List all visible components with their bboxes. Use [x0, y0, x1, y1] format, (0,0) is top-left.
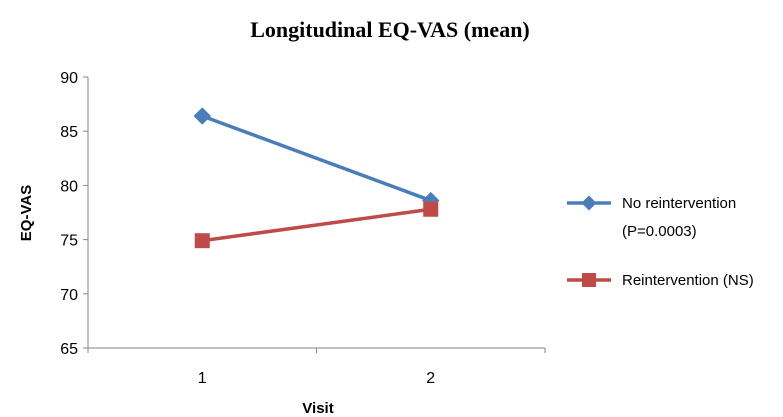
y-tick-label-65: 65: [60, 341, 78, 358]
series-reintervention-ns: [194, 201, 439, 249]
chart-title: Longitudinal EQ-VAS (mean): [250, 17, 530, 42]
legend-label-no-reintervention-pvalue: (P=0.0003): [622, 223, 697, 240]
legend-marker-reintervention: [582, 273, 596, 287]
y-tick-label-75: 75: [60, 233, 78, 250]
series-no-reintervention: [193, 107, 440, 210]
y-axis-label: EQ-VAS: [18, 185, 35, 241]
legend-entry-reintervention: Reintervention (NS): [567, 272, 754, 289]
legend-label-reintervention: Reintervention (NS): [622, 272, 754, 289]
y-tick-label-85: 85: [60, 124, 78, 141]
legend-label-no-reintervention: No reintervention: [622, 195, 736, 212]
series-line-no-reintervention: [201, 114, 432, 203]
legend-entry-no-reintervention: No reintervention (P=0.0003): [567, 195, 736, 240]
y-axis-ticks: 65 70 75 80 85 90: [60, 70, 88, 358]
legend: No reintervention (P=0.0003) Reintervent…: [567, 195, 754, 289]
data-point-no-reintervention-visit-1: [193, 107, 211, 125]
y-tick-label-80: 80: [60, 178, 78, 195]
axes: [87, 77, 545, 349]
y-tick-label-90: 90: [60, 70, 78, 87]
x-axis-label: Visit: [302, 400, 333, 417]
legend-marker-no-reintervention: [581, 195, 597, 211]
y-tick-label-70: 70: [60, 287, 78, 304]
x-tick-label-1: 1: [198, 370, 207, 387]
data-point-reintervention-ns-visit-2: [423, 201, 439, 217]
series-line-reintervention-ns: [202, 207, 431, 243]
x-tick-label-2: 2: [426, 370, 435, 387]
data-point-reintervention-ns-visit-1: [194, 233, 210, 249]
series-layer: [193, 107, 440, 249]
